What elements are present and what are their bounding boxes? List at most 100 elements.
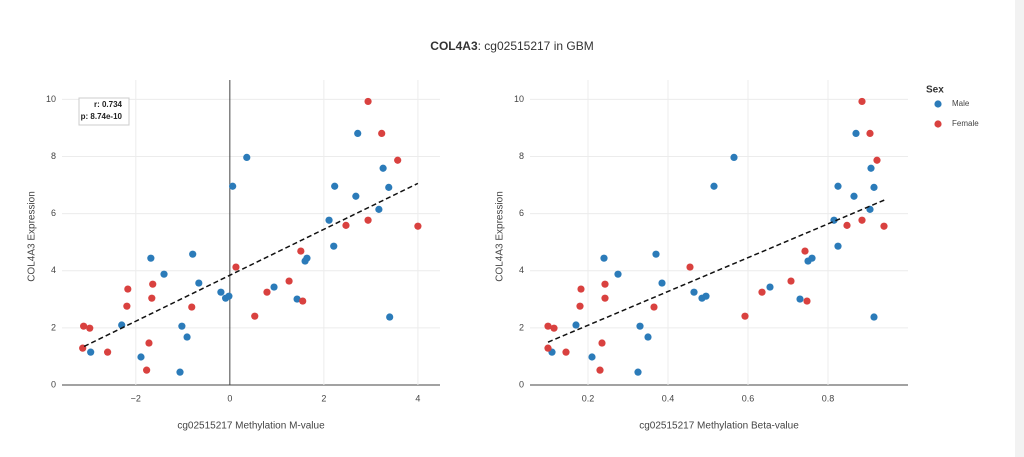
- point: [394, 156, 402, 164]
- point: [285, 277, 293, 285]
- annotation-box: [78, 97, 130, 126]
- point: [145, 339, 153, 347]
- point: [686, 263, 694, 271]
- point: [123, 302, 131, 310]
- point: [577, 285, 585, 293]
- x-tick-label: 0.8: [822, 393, 835, 403]
- point: [188, 303, 196, 311]
- point: [796, 295, 804, 303]
- point: [86, 324, 94, 332]
- legend-marker: [934, 100, 942, 108]
- y-tick-label: 2: [519, 322, 524, 332]
- point: [217, 288, 225, 296]
- point: [229, 182, 237, 190]
- point: [225, 292, 233, 300]
- point: [137, 353, 145, 361]
- title-bold: COL4A3: [430, 39, 478, 53]
- point: [80, 322, 88, 330]
- point: [588, 353, 596, 361]
- point: [758, 288, 766, 296]
- point: [189, 250, 197, 258]
- x-axis-label: cg02515217 Methylation Beta-value: [639, 421, 799, 432]
- y-axis-label: COL4A3 Expression: [27, 191, 38, 282]
- point: [576, 302, 584, 310]
- point: [325, 216, 333, 224]
- point: [375, 205, 383, 213]
- point: [303, 254, 311, 262]
- point: [572, 321, 580, 329]
- point: [143, 366, 151, 374]
- point: [414, 222, 422, 230]
- scrollbar: [1015, 0, 1024, 457]
- point: [866, 129, 874, 138]
- point: [243, 153, 251, 161]
- x-tick-label: −2: [131, 393, 141, 403]
- y-tick-label: 4: [519, 265, 524, 275]
- point: [873, 156, 881, 164]
- y-axis-label: COL4A3 Expression: [495, 191, 506, 282]
- point: [379, 164, 387, 172]
- point: [160, 270, 168, 278]
- annotation-text: r: 0.734: [94, 100, 123, 109]
- point: [658, 279, 666, 287]
- x-tick-label: 2: [321, 393, 326, 403]
- y-tick-label: 6: [51, 208, 56, 218]
- x-tick-label: 0.6: [742, 393, 755, 403]
- point: [251, 312, 259, 320]
- y-tick-label: 8: [519, 151, 524, 161]
- title: COL4A3: cg02515217 in GBM: [430, 39, 593, 53]
- y-tick-label: 4: [51, 265, 56, 275]
- point: [650, 303, 658, 311]
- point: [147, 254, 155, 262]
- point: [149, 280, 157, 288]
- point: [342, 221, 350, 229]
- point: [596, 366, 604, 374]
- fit-line: [547, 198, 887, 343]
- y-tick-label: 0: [519, 379, 524, 389]
- point: [183, 333, 191, 341]
- point: [176, 368, 184, 376]
- point: [352, 192, 360, 200]
- point: [299, 297, 307, 305]
- point: [867, 164, 875, 172]
- point: [354, 129, 362, 138]
- point: [843, 221, 851, 229]
- point: [331, 182, 339, 190]
- point: [270, 283, 278, 291]
- point: [808, 254, 816, 262]
- y-tick-label: 0: [51, 379, 56, 389]
- point: [834, 242, 842, 250]
- y-tick-label: 10: [46, 94, 56, 104]
- point: [544, 322, 552, 330]
- x-tick-label: 0.2: [582, 393, 595, 403]
- point: [293, 295, 301, 303]
- point: [562, 348, 570, 356]
- legend-label: Male: [952, 99, 970, 108]
- point: [880, 222, 888, 230]
- x-tick-label: 4: [415, 393, 420, 403]
- point: [148, 294, 156, 302]
- point: [263, 288, 271, 296]
- point: [803, 297, 811, 305]
- point: [852, 129, 860, 138]
- point: [232, 263, 240, 271]
- point: [787, 277, 795, 285]
- fit-line: [83, 182, 419, 348]
- point: [364, 216, 372, 224]
- point: [834, 182, 842, 190]
- point: [544, 344, 552, 352]
- point: [124, 285, 132, 293]
- point: [870, 313, 878, 321]
- point: [297, 247, 305, 255]
- point: [614, 270, 622, 278]
- point: [850, 192, 858, 200]
- point: [364, 97, 372, 106]
- point: [634, 368, 642, 376]
- point: [702, 292, 710, 300]
- point: [330, 242, 338, 250]
- point: [858, 216, 866, 224]
- point: [598, 339, 606, 347]
- point: [870, 183, 878, 191]
- point: [87, 348, 95, 356]
- point: [601, 280, 609, 288]
